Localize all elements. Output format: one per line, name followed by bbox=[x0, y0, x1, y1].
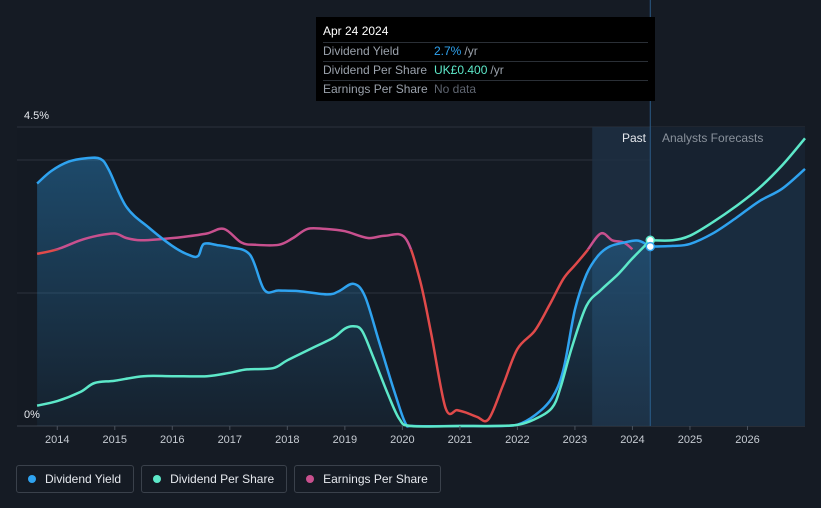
tooltip-row-eps: Earnings Per Share No data bbox=[323, 80, 648, 99]
tooltip-row-yield: Dividend Yield 2.7% /yr bbox=[323, 42, 648, 61]
earnings-per-share-line-low bbox=[36, 249, 633, 423]
tooltip-value: No data bbox=[434, 82, 477, 96]
legend-dot bbox=[153, 475, 162, 483]
x-tick-label: 2020 bbox=[390, 434, 414, 446]
marks bbox=[645, 235, 656, 252]
dividend-per-share-line bbox=[36, 239, 652, 428]
x-tick-label: 2023 bbox=[563, 434, 587, 446]
legend-dot bbox=[306, 475, 315, 483]
tooltip-label: Dividend Per Share bbox=[323, 63, 428, 77]
legend-label: Earnings Per Share bbox=[323, 472, 428, 486]
tooltip-value: 2.7% bbox=[434, 44, 462, 58]
x-tick-label: 2021 bbox=[448, 434, 472, 446]
legend-item-dividend-yield[interactable]: Dividend Yield bbox=[16, 465, 135, 493]
tooltip: Apr 24 2024 Dividend Yield 2.7% /yr Divi… bbox=[316, 17, 655, 101]
x-tick-label: 2015 bbox=[103, 434, 127, 446]
legend-dot bbox=[28, 475, 36, 483]
series-lines bbox=[36, 137, 806, 428]
legend-item-dividend-per-share[interactable]: Dividend Per Share bbox=[141, 465, 288, 493]
tooltip-label: Dividend Yield bbox=[323, 44, 400, 58]
earnings-per-share-line bbox=[52, 226, 634, 250]
legend-label: Dividend Per Share bbox=[170, 472, 275, 486]
x-tick-label: 2016 bbox=[160, 434, 184, 446]
legend-label: Dividend Yield bbox=[45, 472, 122, 486]
tooltip-unit: /yr bbox=[490, 63, 504, 77]
past-label: Past bbox=[622, 131, 647, 145]
x-tick-label: 2026 bbox=[735, 434, 759, 446]
dividend-per-share-forecast-line bbox=[650, 137, 806, 242]
tooltip-date: Apr 24 2024 bbox=[323, 24, 389, 38]
future-region bbox=[650, 127, 805, 426]
x-tick-label: 2022 bbox=[505, 434, 529, 446]
tooltip-row-dps: Dividend Per Share UK£0.400 /yr bbox=[323, 61, 648, 80]
x-axis: 2014 2015 2016 2017 2018 2019 2020 2021 2022 2023… bbox=[45, 426, 760, 446]
dividend-yield-marker bbox=[645, 241, 656, 252]
x-tick-label: 2024 bbox=[620, 434, 644, 446]
dividend-yield-forecast-line bbox=[650, 167, 806, 248]
dividend-yield-forecast-area bbox=[650, 168, 805, 426]
tooltip-value: UK£0.400 bbox=[434, 63, 488, 77]
legend: Dividend Yield Dividend Per Share Earnin… bbox=[16, 465, 441, 493]
series-areas bbox=[37, 157, 805, 427]
dividend-yield-line bbox=[36, 156, 651, 428]
x-tick-label: 2017 bbox=[218, 434, 242, 446]
legend-item-earnings-per-share[interactable]: Earnings Per Share bbox=[294, 465, 441, 493]
x-tick-label: 2014 bbox=[45, 434, 69, 446]
x-tick-label: 2019 bbox=[333, 434, 357, 446]
dividend-yield-area bbox=[37, 157, 651, 427]
y-tick-label-top: 4.5% bbox=[24, 110, 49, 122]
x-tick-label: 2018 bbox=[275, 434, 299, 446]
y-tick-label-zero: 0% bbox=[24, 409, 40, 421]
forecast-label: Analysts Forecasts bbox=[662, 131, 763, 145]
tooltip-unit: /yr bbox=[464, 44, 478, 58]
x-tick-label: 2025 bbox=[678, 434, 702, 446]
tooltip-label: Earnings Per Share bbox=[323, 82, 428, 96]
